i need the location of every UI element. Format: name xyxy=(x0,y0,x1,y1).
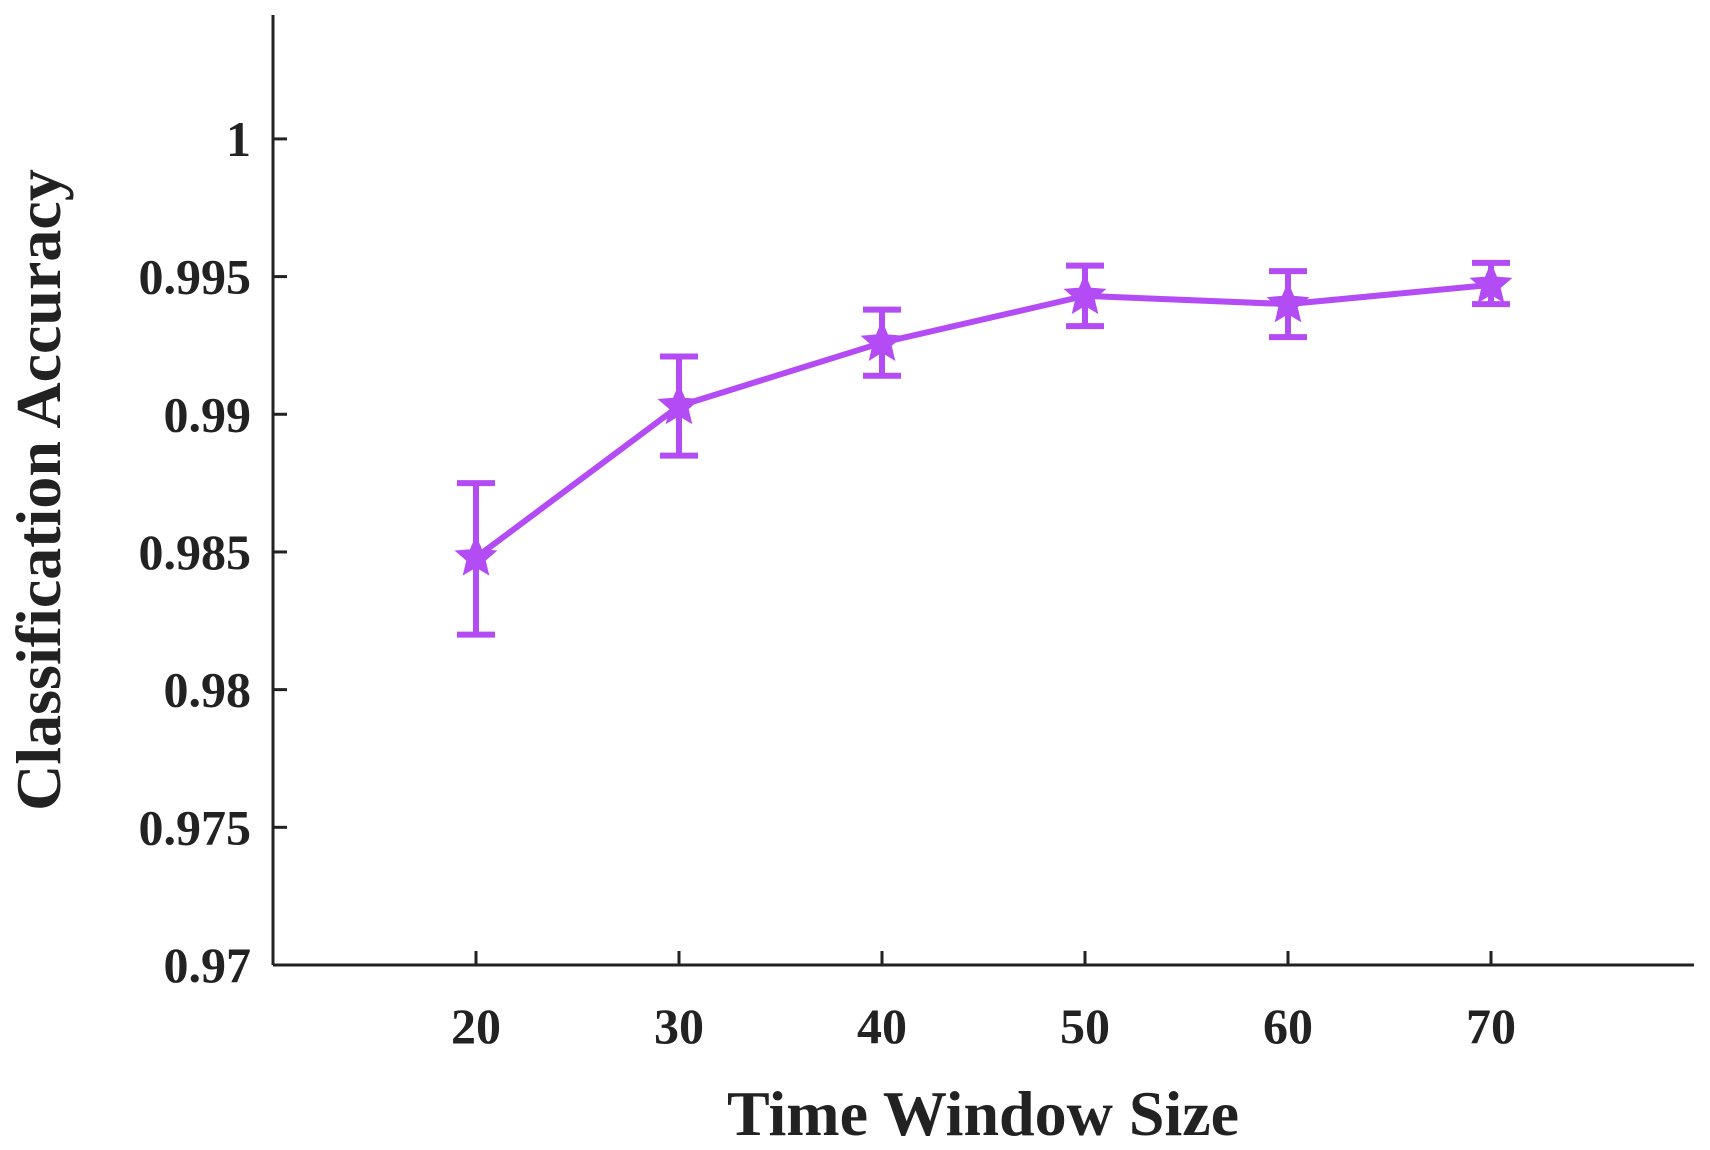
y-axis-title: Classification Accuracy xyxy=(3,169,74,811)
x-tick-label: 60 xyxy=(1263,998,1313,1054)
data-point-star-marker xyxy=(1469,262,1513,304)
x-tick-label: 50 xyxy=(1060,998,1110,1054)
series-layer xyxy=(454,259,1513,638)
data-point-star-marker xyxy=(454,534,498,576)
series-line xyxy=(474,281,1492,560)
x-tick-label: 30 xyxy=(654,998,704,1054)
data-point-star-marker xyxy=(657,383,701,425)
y-tick-label: 0.975 xyxy=(139,799,252,855)
y-tick-label: 0.98 xyxy=(164,662,252,718)
y-tick-label: 0.99 xyxy=(164,386,252,442)
x-axis-title: Time Window Size xyxy=(727,1078,1239,1149)
x-tick-label: 20 xyxy=(451,998,501,1054)
y-tick-label: 1 xyxy=(226,111,251,167)
y-tick-label: 0.985 xyxy=(139,524,252,580)
x-tick-label: 40 xyxy=(857,998,907,1054)
x-tick-label: 70 xyxy=(1466,998,1516,1054)
y-ticks: 0.97 0.975 0.98 0.985 0.99 0.995 1 xyxy=(139,111,287,993)
x-ticks: 20 30 40 50 60 70 xyxy=(451,951,1516,1054)
data-point-star-marker xyxy=(860,320,904,362)
data-point-star-marker xyxy=(1063,273,1107,315)
data-point-star-marker xyxy=(1266,281,1310,323)
axes xyxy=(271,15,1694,967)
y-tick-label: 0.995 xyxy=(139,249,252,305)
y-tick-label: 0.97 xyxy=(164,937,252,993)
